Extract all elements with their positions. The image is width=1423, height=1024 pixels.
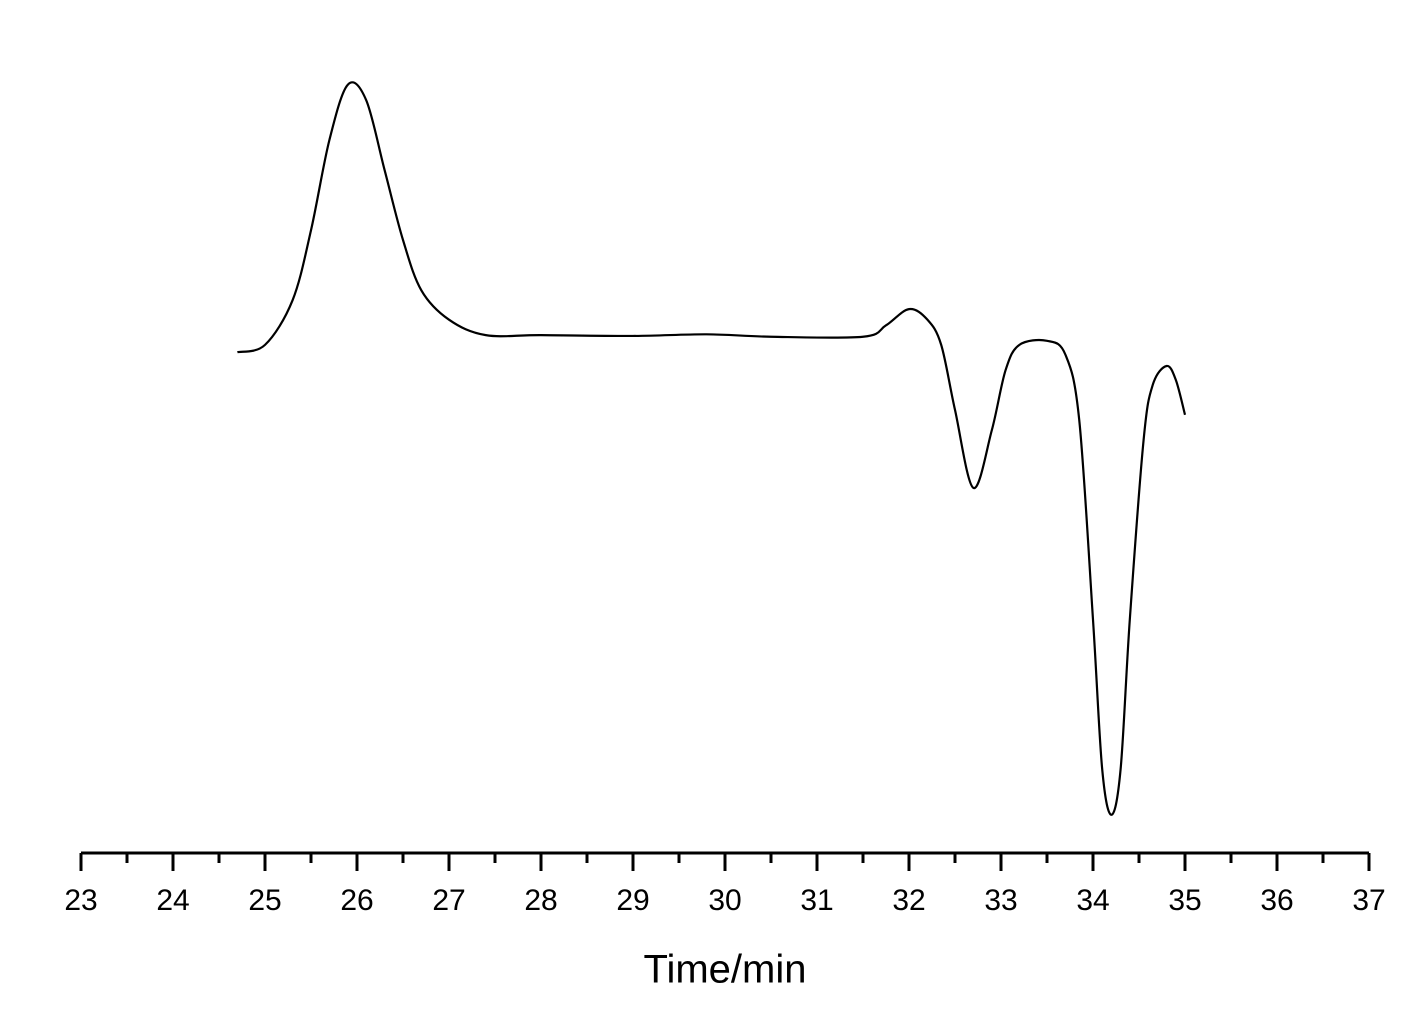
x-axis-label: Time/min [644,948,807,992]
x-tick-label: 23 [64,884,97,917]
x-tick-label: 32 [892,884,925,917]
x-tick-label: 36 [1260,884,1293,917]
x-tick-label: 27 [432,884,465,917]
data-line [237,81,1187,816]
x-tick-label: 24 [156,884,189,917]
x-tick-label: 30 [708,884,741,917]
x-tick-label: 28 [524,884,557,917]
x-tick-label: 33 [984,884,1017,917]
x-tick-label: 35 [1168,884,1201,917]
x-tick-label: 29 [616,884,649,917]
x-tick-label: 26 [340,884,373,917]
x-tick-label: 34 [1076,884,1109,917]
x-tick-label: 31 [800,884,833,917]
x-tick-label: 25 [248,884,281,917]
x-tick-label: 37 [1352,884,1385,917]
